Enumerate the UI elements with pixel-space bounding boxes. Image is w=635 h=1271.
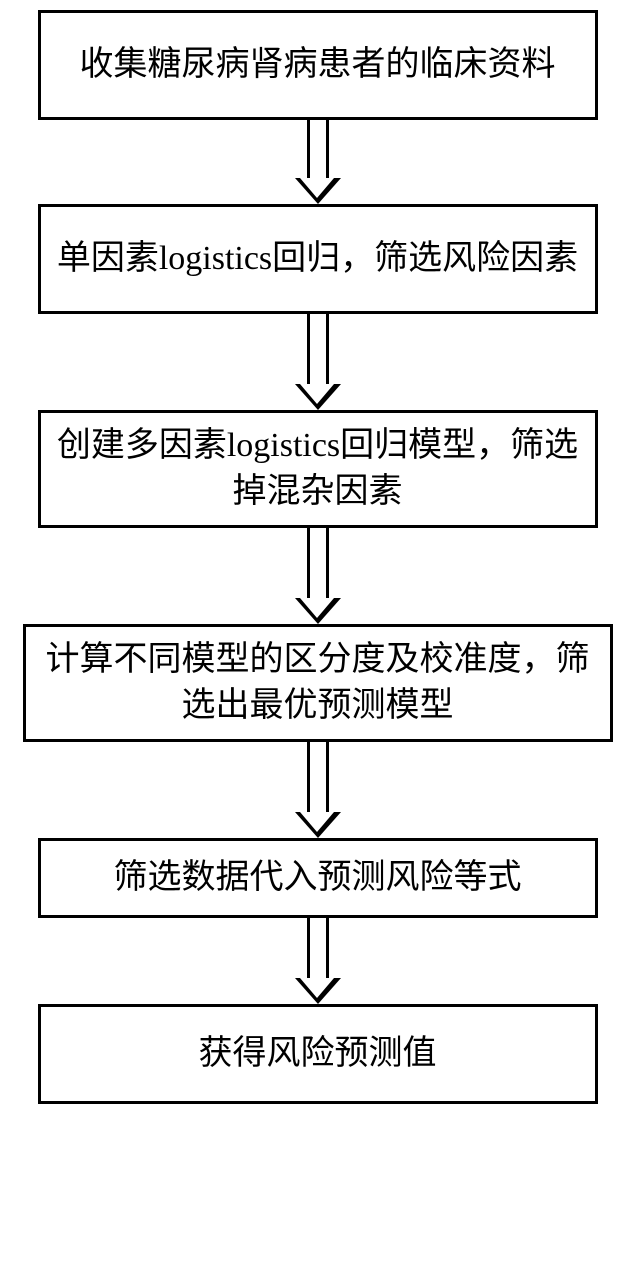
flowchart-container: 收集糖尿病肾病患者的临床资料单因素logistics回归，筛选风险因素创建多因素… [23,10,613,1104]
node-label: 创建多因素logistics回归模型，筛选掉混杂因素 [53,423,583,515]
arrow-head [295,598,341,624]
flowchart-node: 筛选数据代入预测风险等式 [38,838,598,918]
flowchart-node: 创建多因素logistics回归模型，筛选掉混杂因素 [38,410,598,528]
arrow-head [295,384,341,410]
node-label: 计算不同模型的区分度及校准度，筛选出最优预测模型 [38,637,598,729]
arrow-shaft [307,918,329,978]
node-label: 单因素logistics回归，筛选风险因素 [57,236,578,282]
arrow-shaft [307,528,329,598]
arrow-head-fill [300,978,334,998]
arrow-head-fill [300,812,334,832]
arrow-head [295,978,341,1004]
node-label: 获得风险预测值 [199,1031,437,1077]
flow-arrow [295,528,341,624]
flow-arrow [295,742,341,838]
arrow-head-fill [300,178,334,198]
arrow-notch [310,384,326,387]
arrow-shaft [307,314,329,384]
flowchart-node: 单因素logistics回归，筛选风险因素 [38,204,598,314]
arrow-head-fill [300,384,334,404]
flow-arrow [295,120,341,204]
flowchart-node: 获得风险预测值 [38,1004,598,1104]
flow-arrow [295,314,341,410]
arrow-shaft [307,742,329,812]
arrow-notch [310,978,326,981]
node-label: 收集糖尿病肾病患者的临床资料 [80,42,556,88]
arrow-notch [310,812,326,815]
arrow-notch [310,598,326,601]
arrow-notch [310,178,326,181]
flow-arrow [295,918,341,1004]
arrow-head [295,178,341,204]
arrow-head-fill [300,598,334,618]
flowchart-node: 计算不同模型的区分度及校准度，筛选出最优预测模型 [23,624,613,742]
arrow-head [295,812,341,838]
flowchart-node: 收集糖尿病肾病患者的临床资料 [38,10,598,120]
node-label: 筛选数据代入预测风险等式 [114,855,522,901]
arrow-shaft [307,120,329,178]
